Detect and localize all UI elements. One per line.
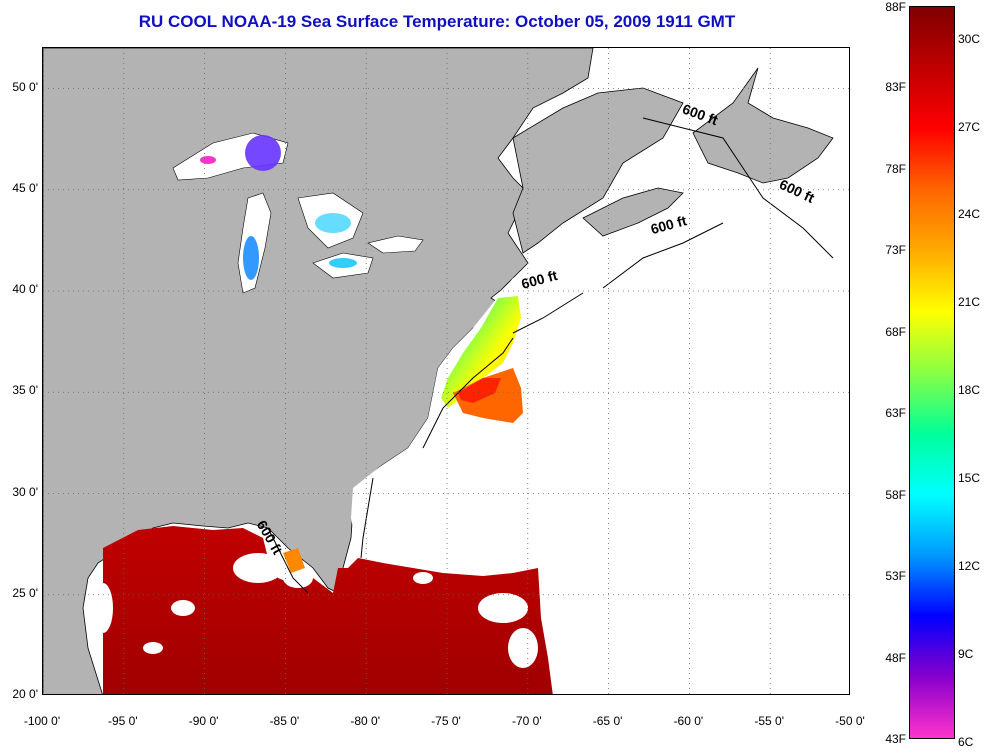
longitude-tick-label: -75 0' <box>431 714 461 728</box>
colorbar-f-tick-label: 88F <box>885 0 906 14</box>
longitude-tick-label: -60 0' <box>673 714 704 728</box>
isobath-label: 600 ft <box>649 212 689 237</box>
graticule <box>43 48 849 694</box>
latitude-tick-label: 40 0' <box>12 282 38 296</box>
sst-mid-atlantic <box>441 296 521 408</box>
isobath-600ft <box>267 117 834 594</box>
colorbar-f-tick-label: 63F <box>885 406 906 421</box>
colorbar-f-tick-label: 78F <box>885 161 906 176</box>
lake-ontario <box>367 235 424 254</box>
latitude-tick-label: 30 0' <box>12 484 38 499</box>
longitude-tick-label: -100 0' <box>23 714 61 728</box>
cloud-patches <box>93 553 538 668</box>
sst-orange-patch <box>283 548 305 573</box>
colorbar-f-tick-label: 48F <box>885 650 906 665</box>
colorbar <box>909 6 955 739</box>
colorbar-c-tick-label: 6C <box>958 735 974 750</box>
longitude-tick-label: -65 0' <box>592 714 623 728</box>
colorbar-c-tick-label: 21C <box>958 295 981 310</box>
longitude-tick-label: -95 0' <box>107 714 138 728</box>
sst-lake-superior-warm <box>200 156 216 164</box>
sst-gulf-stream-core <box>458 378 501 403</box>
sst-gulf-of-mexico <box>103 526 553 694</box>
longitude-tick-label: -90 0' <box>188 714 219 728</box>
colorbar-f-tick-label: 83F <box>885 80 906 95</box>
land-maritimes <box>512 87 684 254</box>
latitude-tick-label: 20 0' <box>12 687 38 701</box>
map-title: RU COOL NOAA-19 Sea Surface Temperature:… <box>138 12 736 31</box>
sst-lake-huron <box>315 213 351 233</box>
colorbar-f-tick-label: 68F <box>885 324 906 339</box>
colorbar-c-tick-label: 27C <box>958 119 981 134</box>
sst-lake-michigan <box>243 236 259 280</box>
colorbar-c-tick-label: 24C <box>958 207 981 222</box>
latitude-tick-label: 25 0' <box>12 585 38 600</box>
latitude-tick-label: 35 0' <box>12 383 38 398</box>
latitude-tick-label: 45 0' <box>12 180 38 195</box>
sst-lake-erie <box>329 258 357 268</box>
isobath-label: 600 ft <box>680 101 720 129</box>
longitude-tick-label: -80 0' <box>350 714 381 728</box>
colorbar-gradient <box>910 7 954 738</box>
map-panel: 600 ft 600 ft 600 ft 600 ft 600 ft <box>42 47 850 695</box>
longitude-tick-label: -85 0' <box>269 714 300 728</box>
colorbar-c-tick-label: 15C <box>958 471 981 486</box>
colorbar-f-tick-label: 43F <box>885 732 906 746</box>
longitude-tick-label: -50 0' <box>835 714 865 728</box>
longitude-tick-label: -55 0' <box>754 714 785 728</box>
colorbar-f-tick-label: 73F <box>885 243 906 258</box>
colorbar-c-tick-label: 18C <box>958 383 981 398</box>
colorbar-c-tick-label: 9C <box>958 647 974 662</box>
colorbar-c-tick-label: 30C <box>958 31 981 46</box>
longitude-tick-label: -70 0' <box>511 714 542 728</box>
latitude-tick-label: 50 0' <box>12 79 38 94</box>
colorbar-f-tick-label: 53F <box>885 569 906 584</box>
sst-lake-superior-cold <box>245 135 281 171</box>
colorbar-f-tick-label: 58F <box>885 487 906 502</box>
isobath-label: 600 ft <box>777 176 817 206</box>
land-newfoundland <box>692 67 834 184</box>
colorbar-c-tick-label: 12C <box>958 559 981 574</box>
